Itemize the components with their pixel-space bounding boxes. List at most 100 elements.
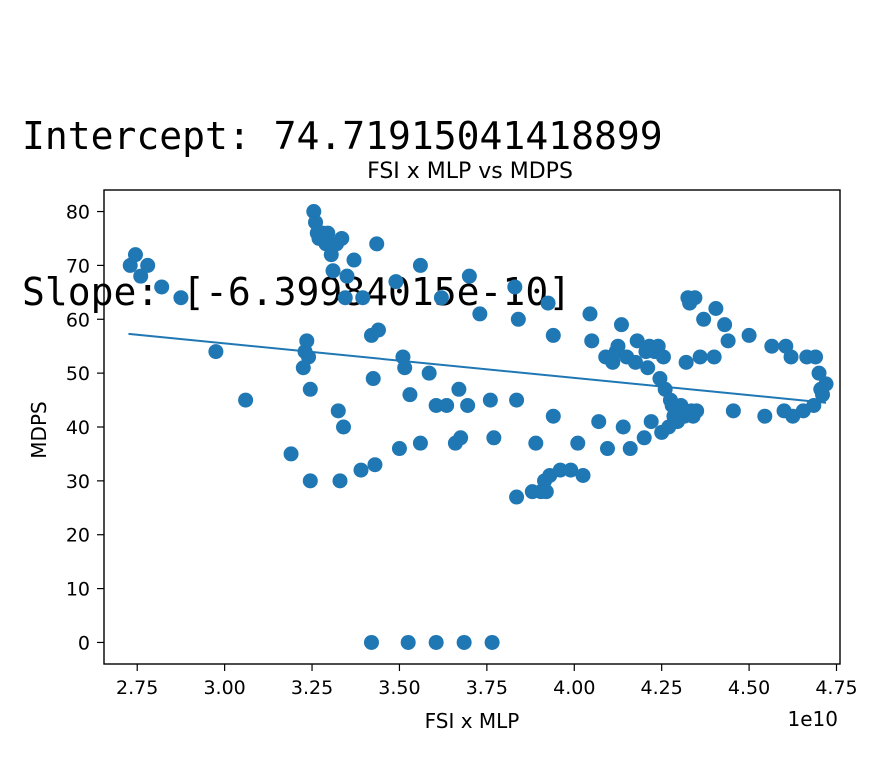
data-point: [545, 408, 561, 424]
y-tick-label: 30: [66, 471, 90, 493]
data-point: [510, 311, 526, 327]
data-point: [613, 317, 629, 333]
x-tick-label: 4.50: [728, 677, 770, 699]
data-point: [509, 392, 525, 408]
data-point: [507, 279, 523, 295]
data-point: [706, 349, 722, 365]
y-tick-label: 70: [66, 255, 90, 277]
data-point: [472, 306, 488, 322]
data-point: [629, 333, 645, 349]
data-point: [696, 311, 712, 327]
data-point: [610, 338, 626, 354]
x-axis-offset-label: 1e10: [788, 707, 838, 731]
data-point: [346, 252, 362, 268]
y-tick-label: 20: [66, 525, 90, 547]
regression-line: [128, 332, 827, 404]
data-point: [757, 408, 773, 424]
data-point: [627, 354, 643, 370]
data-point: [678, 354, 694, 370]
data-point: [140, 257, 156, 273]
data-point: [421, 365, 437, 381]
data-point: [299, 333, 315, 349]
data-point: [636, 430, 652, 446]
data-point: [720, 333, 736, 349]
data-point: [433, 290, 449, 306]
data-point: [391, 441, 407, 457]
x-tick-label: 3.75: [466, 677, 508, 699]
data-point: [808, 349, 824, 365]
x-tick-label: 4.25: [641, 677, 683, 699]
data-point: [528, 435, 544, 451]
data-point: [818, 376, 834, 392]
data-point: [369, 236, 385, 252]
data-point: [509, 489, 525, 505]
data-point: [336, 419, 352, 435]
data-point: [388, 274, 404, 290]
data-point: [397, 360, 413, 376]
data-point: [302, 473, 318, 489]
data-point: [370, 322, 386, 338]
data-point: [460, 397, 476, 413]
data-point: [127, 247, 143, 263]
data-point: [428, 634, 444, 650]
data-point: [154, 279, 170, 295]
data-point: [640, 360, 656, 376]
data-point: [540, 295, 556, 311]
regression-output: Intercept: 74.71915041418899 Slope: [-6.…: [22, 6, 663, 370]
data-point: [538, 484, 554, 500]
data-point: [599, 441, 615, 457]
data-point: [689, 403, 705, 419]
data-point: [301, 349, 317, 365]
x-tick-label: 2.75: [116, 677, 158, 699]
data-point: [741, 327, 757, 343]
data-point: [545, 327, 561, 343]
data-point: [412, 257, 428, 273]
y-tick-label: 0: [78, 632, 90, 654]
data-point: [453, 430, 469, 446]
data-point: [692, 349, 708, 365]
data-point: [764, 338, 780, 354]
x-tick-label: 3.25: [291, 677, 333, 699]
data-point: [337, 290, 353, 306]
data-point: [482, 392, 498, 408]
plot-layer: [122, 204, 834, 650]
y-tick-label: 10: [66, 579, 90, 601]
data-point: [339, 268, 355, 284]
x-tick-label: 4.75: [815, 677, 857, 699]
data-point: [708, 301, 724, 316]
data-point: [363, 634, 379, 650]
data-point: [133, 268, 149, 284]
data-point: [412, 435, 428, 451]
data-point: [643, 414, 659, 430]
data-point: [486, 430, 502, 446]
data-point: [484, 634, 500, 650]
data-point: [353, 462, 369, 478]
data-point: [591, 414, 607, 430]
y-tick-label: 40: [66, 417, 90, 439]
data-point: [332, 473, 348, 489]
data-point: [334, 230, 350, 246]
data-point: [461, 268, 477, 284]
data-point: [367, 457, 383, 473]
axes-frame: [103, 189, 841, 665]
data-point: [355, 290, 371, 306]
data-point: [325, 263, 341, 279]
data-point: [563, 462, 579, 478]
chart-title: FSI x MLP vs MDPS: [367, 159, 573, 184]
data-point: [320, 225, 336, 241]
data-point: [584, 333, 600, 349]
intercept-text: Intercept: 74.71915041418899: [22, 114, 663, 158]
data-point: [811, 365, 827, 381]
data-point: [428, 397, 444, 413]
data-point: [330, 403, 346, 419]
slope-text: Slope: [-6.39984015e-10]: [22, 270, 572, 314]
data-point: [687, 290, 703, 306]
data-point: [552, 462, 568, 478]
y-axis-label: MDPS: [27, 401, 51, 458]
ticks-layer: 2.75 3.00 3.25 3.50 3.75 4.00 4.25 4.50 4.75 0 10 2…: [66, 202, 858, 699]
data-point: [570, 435, 586, 451]
x-axis-label: FSI x MLP: [425, 709, 520, 733]
scatter-plot: FSI x MLP vs MDPS 2.75 3.00 3.25 3.50 3.75 4.…: [27, 159, 858, 733]
data-point: [402, 387, 418, 403]
data-point: [783, 349, 799, 365]
